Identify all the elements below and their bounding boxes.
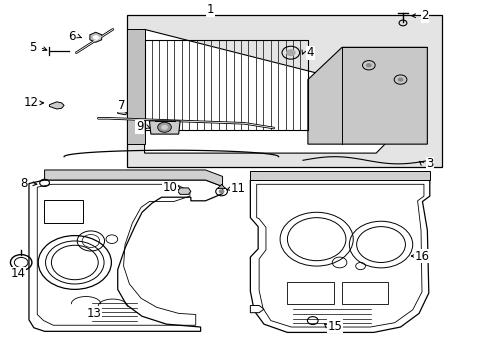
Circle shape — [365, 63, 371, 67]
Circle shape — [285, 49, 295, 56]
Polygon shape — [90, 32, 102, 42]
Circle shape — [158, 122, 171, 132]
Polygon shape — [250, 180, 429, 332]
Polygon shape — [307, 47, 427, 144]
Polygon shape — [217, 184, 225, 189]
Text: 15: 15 — [326, 320, 342, 333]
Text: 6: 6 — [67, 30, 75, 43]
Circle shape — [397, 77, 403, 82]
Bar — [341, 282, 387, 304]
Text: 14: 14 — [10, 267, 25, 280]
Circle shape — [93, 35, 99, 40]
Text: 5: 5 — [29, 41, 36, 54]
Polygon shape — [127, 30, 144, 144]
Circle shape — [161, 125, 167, 130]
Text: 9: 9 — [136, 121, 143, 134]
Polygon shape — [118, 108, 127, 115]
Polygon shape — [250, 306, 264, 313]
Text: 4: 4 — [306, 46, 313, 59]
Polygon shape — [177, 188, 190, 194]
Polygon shape — [127, 15, 441, 167]
Text: 11: 11 — [230, 182, 245, 195]
Polygon shape — [29, 180, 222, 331]
Polygon shape — [49, 102, 64, 109]
Bar — [43, 200, 82, 223]
Bar — [287, 282, 333, 304]
Circle shape — [218, 189, 224, 194]
Text: 12: 12 — [23, 96, 39, 109]
Text: 7: 7 — [118, 99, 125, 112]
Polygon shape — [144, 30, 427, 153]
Text: 13: 13 — [87, 307, 102, 320]
Text: 10: 10 — [163, 181, 178, 194]
Polygon shape — [149, 121, 180, 134]
Text: 8: 8 — [20, 177, 28, 190]
Polygon shape — [250, 171, 429, 180]
Text: 3: 3 — [425, 157, 432, 170]
Text: 16: 16 — [414, 249, 429, 262]
Text: 1: 1 — [206, 3, 214, 16]
Polygon shape — [44, 170, 222, 186]
Text: 2: 2 — [420, 9, 428, 22]
